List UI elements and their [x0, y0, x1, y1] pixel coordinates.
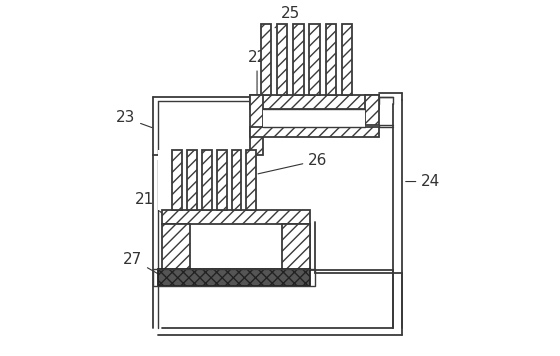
Bar — [250, 127, 379, 137]
Text: 24: 24 — [405, 174, 441, 189]
Bar — [282, 224, 310, 270]
Text: 23: 23 — [116, 110, 152, 127]
Bar — [246, 151, 256, 210]
Bar — [342, 24, 352, 95]
Text: 26: 26 — [258, 153, 328, 174]
Bar — [250, 95, 263, 155]
Bar — [366, 95, 379, 125]
Bar — [162, 210, 310, 224]
Bar — [217, 151, 227, 210]
Bar — [158, 151, 306, 210]
Text: 21: 21 — [136, 192, 166, 217]
Bar — [277, 24, 287, 95]
Bar — [260, 24, 271, 95]
Bar — [232, 151, 241, 210]
Bar — [172, 151, 182, 210]
Bar — [325, 24, 336, 95]
Bar — [187, 151, 197, 210]
Text: 22: 22 — [248, 51, 267, 99]
Bar — [153, 269, 315, 286]
Text: 25: 25 — [275, 6, 300, 28]
Bar — [158, 269, 310, 286]
Bar — [309, 24, 320, 95]
Bar — [293, 24, 304, 95]
Text: 27: 27 — [123, 252, 161, 276]
Bar — [202, 151, 212, 210]
Bar — [162, 224, 190, 270]
Bar — [263, 109, 366, 127]
Bar — [250, 95, 379, 109]
